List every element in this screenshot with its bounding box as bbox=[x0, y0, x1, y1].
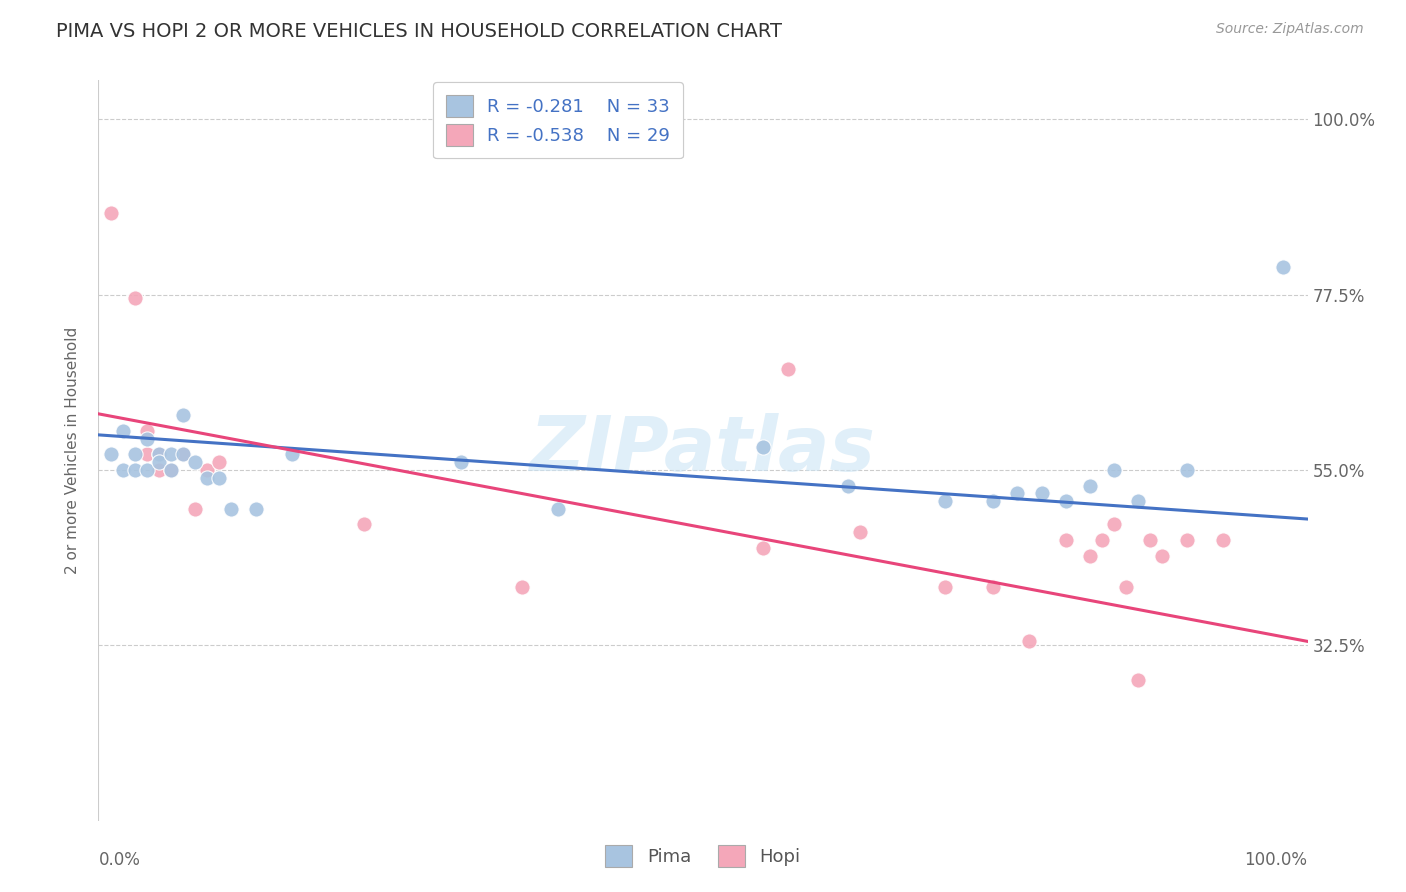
Legend: R = -0.281    N = 33, R = -0.538    N = 29: R = -0.281 N = 33, R = -0.538 N = 29 bbox=[433, 82, 683, 159]
Point bbox=[510, 580, 533, 594]
Point bbox=[111, 463, 134, 477]
Point bbox=[837, 478, 859, 492]
Point bbox=[124, 463, 146, 477]
Point bbox=[1031, 486, 1053, 500]
Point bbox=[752, 440, 775, 454]
Point bbox=[1007, 486, 1029, 500]
Text: 0.0%: 0.0% bbox=[98, 851, 141, 869]
Point bbox=[776, 361, 799, 376]
Point bbox=[1175, 463, 1198, 477]
Point bbox=[1102, 517, 1125, 532]
Point bbox=[1128, 673, 1150, 688]
Point bbox=[135, 432, 157, 446]
Point bbox=[111, 424, 134, 438]
Y-axis label: 2 or more Vehicles in Household: 2 or more Vehicles in Household bbox=[65, 326, 80, 574]
Point bbox=[849, 525, 872, 540]
Point bbox=[195, 471, 218, 485]
Point bbox=[981, 580, 1004, 594]
Point bbox=[148, 455, 170, 469]
Point bbox=[100, 206, 122, 220]
Point bbox=[221, 502, 243, 516]
Point bbox=[981, 494, 1004, 508]
Point bbox=[245, 502, 267, 516]
Point bbox=[100, 447, 122, 461]
Point bbox=[135, 463, 157, 477]
Point bbox=[184, 455, 207, 469]
Point bbox=[1115, 580, 1137, 594]
Point bbox=[353, 517, 375, 532]
Point bbox=[547, 502, 569, 516]
Point bbox=[1272, 260, 1295, 275]
Text: 100.0%: 100.0% bbox=[1244, 851, 1308, 869]
Point bbox=[1102, 463, 1125, 477]
Point bbox=[208, 455, 231, 469]
Point bbox=[1128, 494, 1150, 508]
Point bbox=[172, 409, 194, 423]
Point bbox=[124, 447, 146, 461]
Point bbox=[934, 494, 956, 508]
Point bbox=[148, 447, 170, 461]
Point bbox=[135, 424, 157, 438]
Point bbox=[1078, 549, 1101, 563]
Point bbox=[160, 463, 183, 477]
Point bbox=[148, 463, 170, 477]
Legend: Pima, Hopi: Pima, Hopi bbox=[598, 838, 808, 874]
Point bbox=[124, 292, 146, 306]
Point bbox=[1091, 533, 1114, 547]
Point bbox=[1139, 533, 1161, 547]
Point bbox=[1078, 478, 1101, 492]
Point bbox=[450, 455, 472, 469]
Text: ZIPatlas: ZIPatlas bbox=[530, 414, 876, 487]
Point bbox=[148, 447, 170, 461]
Point bbox=[1212, 533, 1234, 547]
Point bbox=[208, 471, 231, 485]
Point bbox=[135, 447, 157, 461]
Point bbox=[160, 463, 183, 477]
Point bbox=[281, 447, 304, 461]
Point bbox=[934, 580, 956, 594]
Point bbox=[752, 541, 775, 555]
Point bbox=[1018, 634, 1040, 648]
Point bbox=[172, 447, 194, 461]
Point bbox=[184, 502, 207, 516]
Point bbox=[1152, 549, 1174, 563]
Point bbox=[1175, 533, 1198, 547]
Point bbox=[160, 447, 183, 461]
Point bbox=[195, 463, 218, 477]
Text: PIMA VS HOPI 2 OR MORE VEHICLES IN HOUSEHOLD CORRELATION CHART: PIMA VS HOPI 2 OR MORE VEHICLES IN HOUSE… bbox=[56, 22, 782, 41]
Point bbox=[1054, 494, 1077, 508]
Point bbox=[1054, 533, 1077, 547]
Text: Source: ZipAtlas.com: Source: ZipAtlas.com bbox=[1216, 22, 1364, 37]
Point bbox=[172, 447, 194, 461]
